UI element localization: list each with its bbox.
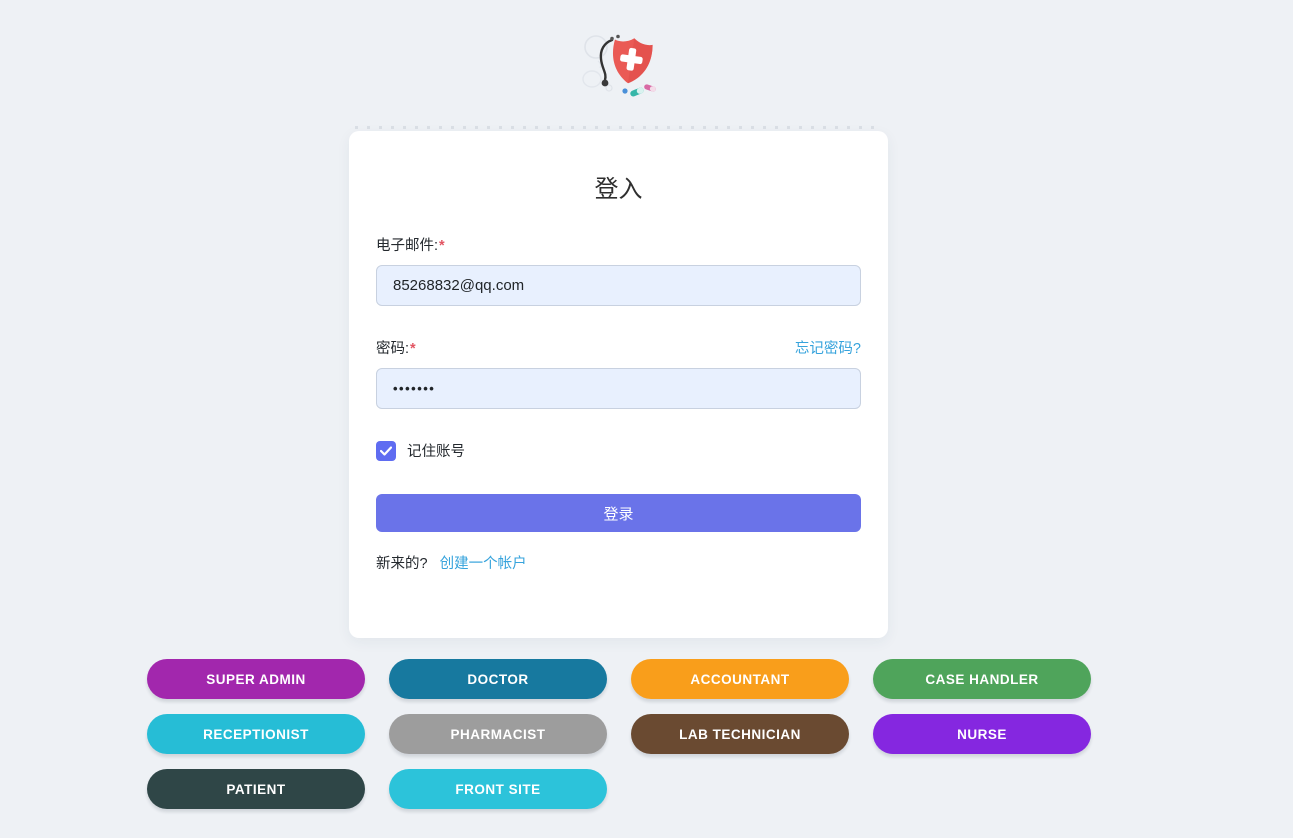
create-account-link[interactable]: 创建一个帐户 bbox=[439, 556, 527, 572]
signup-prompt: 新来的? bbox=[376, 556, 428, 572]
remember-me-label: 记住账号 bbox=[407, 444, 465, 460]
medical-shield-icon bbox=[582, 34, 656, 97]
password-label: 密码:* bbox=[376, 337, 416, 358]
page-title: 登入 bbox=[594, 176, 643, 203]
role-button-accountant[interactable]: ACCOUNTANT bbox=[631, 659, 849, 699]
role-button-super-admin[interactable]: SUPER ADMIN bbox=[147, 659, 365, 699]
forgot-password-link[interactable]: 忘记密码? bbox=[794, 341, 861, 357]
remember-me-row: 记住账号 bbox=[376, 440, 861, 461]
required-asterisk: * bbox=[410, 341, 416, 357]
role-button-lab-technician[interactable]: LAB TECHNICIAN bbox=[631, 714, 849, 754]
role-button-nurse[interactable]: NURSE bbox=[873, 714, 1091, 754]
checkmark-icon bbox=[380, 445, 392, 456]
role-button-receptionist[interactable]: RECEPTIONIST bbox=[147, 714, 365, 754]
email-group: 电子邮件:* bbox=[376, 234, 861, 306]
role-button-case-handler[interactable]: CASE HANDLER bbox=[873, 659, 1091, 699]
login-button[interactable]: 登录 bbox=[376, 494, 861, 532]
remember-me-checkbox[interactable] bbox=[376, 440, 396, 461]
role-button-doctor[interactable]: DOCTOR bbox=[389, 659, 607, 699]
role-button-pharmacist[interactable]: PHARMACIST bbox=[389, 714, 607, 754]
email-field[interactable] bbox=[376, 265, 861, 306]
email-label: 电子邮件:* bbox=[376, 234, 445, 255]
password-field[interactable] bbox=[376, 368, 861, 409]
password-group: 密码:* 忘记密码? bbox=[376, 337, 861, 409]
medical-shield-logo bbox=[578, 28, 668, 103]
role-button-front-site[interactable]: FRONT SITE bbox=[389, 769, 607, 809]
role-button-patient[interactable]: PATIENT bbox=[147, 769, 365, 809]
role-shortcut-grid: SUPER ADMIN DOCTOR ACCOUNTANT CASE HANDL… bbox=[147, 659, 1091, 809]
required-asterisk: * bbox=[439, 238, 445, 254]
email-label-text: 电子邮件: bbox=[376, 238, 439, 254]
login-card: 登入 电子邮件:* 密码:* 忘记密码? 记住账号 登录 新来的? 创建一个帐户 bbox=[349, 126, 888, 638]
signup-row: 新来的? 创建一个帐户 bbox=[376, 552, 861, 573]
password-label-text: 密码: bbox=[376, 341, 410, 357]
